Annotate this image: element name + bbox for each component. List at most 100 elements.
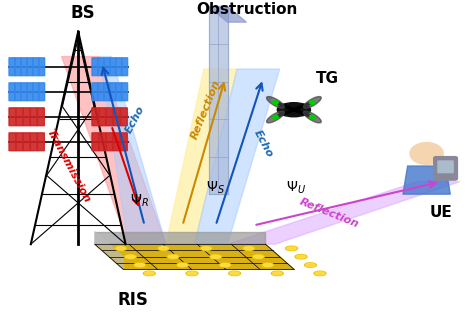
- Polygon shape: [95, 244, 294, 269]
- Ellipse shape: [263, 264, 273, 267]
- FancyBboxPatch shape: [38, 83, 45, 101]
- Ellipse shape: [143, 271, 155, 275]
- Circle shape: [410, 142, 443, 164]
- Ellipse shape: [305, 263, 317, 267]
- Text: $\Psi_S$: $\Psi_S$: [206, 180, 225, 196]
- FancyBboxPatch shape: [98, 58, 104, 76]
- Ellipse shape: [315, 272, 325, 275]
- Ellipse shape: [167, 254, 179, 259]
- FancyBboxPatch shape: [16, 108, 23, 126]
- FancyBboxPatch shape: [434, 156, 457, 180]
- Ellipse shape: [273, 272, 282, 275]
- FancyBboxPatch shape: [30, 133, 37, 151]
- Ellipse shape: [287, 247, 296, 250]
- FancyBboxPatch shape: [92, 58, 98, 76]
- FancyBboxPatch shape: [38, 58, 45, 76]
- FancyBboxPatch shape: [33, 58, 39, 76]
- Ellipse shape: [285, 246, 298, 251]
- FancyBboxPatch shape: [9, 133, 16, 151]
- Text: $\Psi_R$: $\Psi_R$: [130, 192, 149, 209]
- Circle shape: [310, 115, 315, 119]
- Ellipse shape: [176, 263, 189, 267]
- Ellipse shape: [303, 111, 321, 123]
- Ellipse shape: [266, 111, 284, 123]
- Text: Transmission: Transmission: [45, 127, 92, 205]
- FancyBboxPatch shape: [438, 161, 453, 172]
- Polygon shape: [209, 7, 246, 22]
- Ellipse shape: [116, 247, 126, 250]
- FancyBboxPatch shape: [113, 133, 120, 151]
- FancyBboxPatch shape: [98, 83, 104, 101]
- Ellipse shape: [134, 263, 146, 267]
- FancyBboxPatch shape: [92, 133, 99, 151]
- Polygon shape: [166, 69, 237, 244]
- Ellipse shape: [210, 254, 222, 259]
- Text: RIS: RIS: [117, 291, 148, 310]
- FancyBboxPatch shape: [99, 108, 106, 126]
- FancyBboxPatch shape: [104, 83, 110, 101]
- Ellipse shape: [135, 264, 145, 267]
- FancyBboxPatch shape: [37, 108, 45, 126]
- FancyBboxPatch shape: [116, 58, 122, 76]
- FancyBboxPatch shape: [21, 58, 27, 76]
- FancyBboxPatch shape: [23, 108, 30, 126]
- Ellipse shape: [200, 246, 212, 251]
- Ellipse shape: [243, 246, 255, 251]
- Ellipse shape: [230, 272, 239, 275]
- FancyBboxPatch shape: [23, 133, 30, 151]
- FancyBboxPatch shape: [16, 133, 23, 151]
- Polygon shape: [100, 57, 166, 244]
- Polygon shape: [228, 182, 460, 244]
- Polygon shape: [95, 232, 123, 269]
- Ellipse shape: [201, 247, 211, 250]
- Polygon shape: [194, 69, 280, 244]
- FancyBboxPatch shape: [113, 108, 120, 126]
- Ellipse shape: [220, 264, 230, 267]
- Ellipse shape: [159, 247, 168, 250]
- FancyBboxPatch shape: [110, 58, 116, 76]
- Ellipse shape: [168, 255, 178, 258]
- Text: Echo: Echo: [252, 129, 274, 160]
- FancyBboxPatch shape: [15, 58, 21, 76]
- FancyBboxPatch shape: [104, 58, 110, 76]
- Ellipse shape: [306, 264, 315, 267]
- Text: Reflection: Reflection: [298, 197, 361, 229]
- Text: BS: BS: [71, 4, 95, 22]
- Polygon shape: [403, 166, 450, 194]
- Polygon shape: [209, 7, 228, 194]
- FancyBboxPatch shape: [30, 108, 37, 126]
- Ellipse shape: [157, 246, 170, 251]
- FancyBboxPatch shape: [92, 83, 98, 101]
- Ellipse shape: [211, 255, 220, 258]
- Ellipse shape: [262, 263, 274, 267]
- Ellipse shape: [219, 263, 231, 267]
- Ellipse shape: [126, 255, 135, 258]
- FancyBboxPatch shape: [116, 83, 122, 101]
- FancyBboxPatch shape: [106, 133, 113, 151]
- FancyBboxPatch shape: [121, 58, 128, 76]
- Polygon shape: [95, 232, 265, 244]
- FancyBboxPatch shape: [110, 83, 116, 101]
- Ellipse shape: [178, 264, 187, 267]
- Circle shape: [273, 100, 278, 104]
- FancyBboxPatch shape: [27, 58, 33, 76]
- Text: Reflection: Reflection: [190, 79, 223, 141]
- FancyBboxPatch shape: [9, 58, 15, 76]
- Ellipse shape: [254, 255, 263, 258]
- Circle shape: [310, 100, 315, 104]
- FancyBboxPatch shape: [15, 83, 21, 101]
- Text: Obstruction: Obstruction: [196, 2, 297, 17]
- FancyBboxPatch shape: [120, 133, 127, 151]
- Text: Echo: Echo: [124, 104, 146, 135]
- Ellipse shape: [187, 272, 197, 275]
- Ellipse shape: [228, 271, 240, 275]
- FancyBboxPatch shape: [120, 108, 127, 126]
- Ellipse shape: [271, 271, 283, 275]
- FancyBboxPatch shape: [92, 108, 99, 126]
- Ellipse shape: [244, 247, 254, 250]
- Ellipse shape: [303, 96, 321, 108]
- FancyBboxPatch shape: [106, 108, 113, 126]
- FancyBboxPatch shape: [21, 83, 27, 101]
- Ellipse shape: [186, 271, 198, 275]
- Ellipse shape: [277, 103, 310, 117]
